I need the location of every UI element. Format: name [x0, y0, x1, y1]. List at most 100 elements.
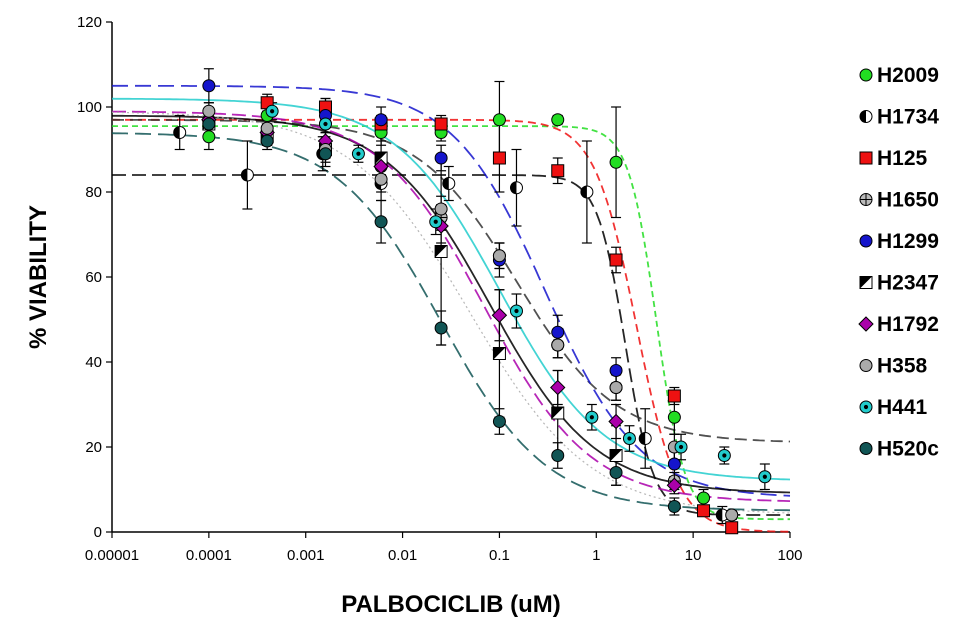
legend-marker	[859, 442, 873, 455]
point-h520c	[667, 500, 681, 513]
point-h520c	[374, 215, 388, 229]
point-h520c	[202, 117, 216, 131]
point-h358	[609, 381, 623, 394]
fit-curve-h358	[112, 111, 791, 514]
legend-label: H1792	[877, 313, 939, 336]
legend-label: H441	[877, 396, 928, 419]
legend-marker	[859, 359, 873, 372]
y-tick-label: 40	[85, 354, 102, 371]
legend-item-h2347: H2347	[859, 272, 939, 295]
point-h1792	[550, 379, 566, 396]
legend-item-h358: H358	[859, 355, 928, 378]
point-h358	[492, 249, 506, 263]
point-h2009	[551, 113, 565, 127]
point-h125	[725, 521, 739, 535]
legend: H2009 H1734 H125 H1650 H1299 H2347 H1792 H358 H4…	[858, 64, 939, 461]
point-h1299	[434, 151, 448, 165]
x-tick-label: 0.1	[489, 547, 510, 564]
point-h520c	[318, 147, 332, 161]
point-h1734	[638, 432, 652, 445]
fit-curve-h1792	[112, 110, 791, 502]
point-h2009	[667, 410, 681, 424]
point-h125	[667, 389, 681, 403]
point-h441	[758, 470, 772, 484]
fit-curve-h441	[111, 97, 791, 481]
point-h520c	[434, 321, 448, 335]
point-h2347	[551, 406, 565, 420]
tick-marks	[106, 21, 791, 538]
legend-marker	[858, 316, 874, 332]
axes	[111, 22, 790, 533]
fit-curve-h2347	[112, 114, 791, 494]
x-tick-label: 10	[685, 547, 702, 564]
legend-item-h520c: H520c	[859, 438, 939, 461]
point-h441	[318, 117, 332, 131]
legend-label: H2347	[877, 272, 939, 295]
point-h1299	[667, 457, 681, 471]
y-tick-label: 20	[85, 439, 102, 456]
point-h2347	[609, 449, 623, 462]
legend-marker	[859, 400, 873, 414]
point-h520c	[609, 466, 623, 479]
legend-marker	[859, 151, 873, 165]
data-points	[173, 79, 772, 535]
point-h2009	[609, 155, 623, 169]
fit-curve-h1734	[112, 174, 790, 516]
legend-item-h125: H125	[859, 147, 928, 170]
point-h441	[674, 440, 688, 454]
point-h1734	[442, 177, 456, 190]
tick-labels: 0 20 40 60 80 100 120 0.00001 0.0001 0.001 0.01 0.1…	[77, 14, 803, 564]
y-tick-label: 120	[77, 14, 102, 31]
point-h1299	[609, 364, 623, 377]
legend-marker	[859, 276, 873, 289]
point-h1299	[374, 113, 388, 127]
point-h1299	[202, 79, 216, 93]
legend-marker	[859, 110, 873, 123]
legend-label: H1299	[877, 230, 939, 253]
y-tick-label: 60	[85, 269, 102, 286]
point-h358	[434, 202, 448, 216]
legend-label: H1650	[877, 189, 939, 212]
point-h358	[260, 121, 274, 135]
point-h358	[202, 104, 216, 118]
point-h441	[717, 449, 731, 462]
legend-marker	[859, 68, 873, 82]
legend-item-h441: H441	[859, 396, 928, 419]
fit-curve-h1299	[112, 84, 791, 497]
point-h1792	[491, 307, 508, 323]
point-h520c	[260, 134, 274, 148]
point-h1734	[580, 185, 594, 199]
y-tick-label: 100	[77, 99, 102, 116]
x-axis-title: PALBOCICLIB (uM)	[341, 591, 561, 618]
point-h1734	[509, 181, 523, 195]
point-h520c	[492, 415, 506, 428]
x-tick-label: 0.01	[388, 547, 417, 564]
legend-item-h1792: H1792	[858, 313, 939, 336]
point-h2009	[697, 491, 711, 505]
x-tick-label: 0.001	[287, 547, 325, 564]
point-h125	[492, 151, 506, 165]
fit-curve-h1650	[112, 118, 791, 443]
legend-marker	[859, 193, 873, 206]
point-h2009	[202, 130, 216, 144]
point-h125	[551, 164, 565, 178]
point-h2009	[492, 113, 506, 127]
point-h520c	[551, 449, 565, 462]
fit-curve-h520c	[111, 132, 791, 512]
point-h1792	[666, 477, 683, 493]
legend-item-h1650: H1650	[859, 189, 939, 212]
legend-item-h1734: H1734	[859, 106, 939, 129]
point-h358	[374, 172, 388, 186]
point-h1299	[551, 325, 565, 339]
legend-item-h1299: H1299	[859, 230, 939, 253]
x-tick-label: 0.00001	[85, 547, 139, 564]
x-tick-label: 100	[777, 547, 802, 564]
point-h441	[265, 104, 279, 118]
legend-label: H358	[877, 355, 928, 378]
point-h1792	[608, 413, 624, 430]
point-h358	[551, 338, 565, 352]
point-h125	[609, 253, 623, 267]
point-h441	[429, 215, 443, 229]
point-h441	[585, 410, 599, 424]
